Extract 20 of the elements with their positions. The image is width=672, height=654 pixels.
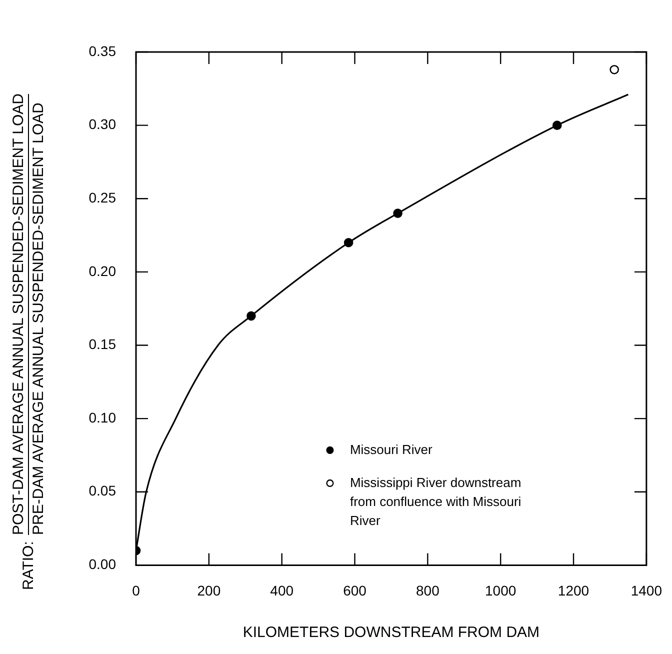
x-tick-label: 0 [132,582,140,598]
legend-label: Missouri River [350,442,433,457]
y-tick-label: 0.10 [88,409,116,426]
y-tick-label: 0.15 [88,336,116,352]
y-tick-label: 0.35 [88,42,116,59]
x-tick-label: 600 [343,582,367,598]
y-tick-label: 0.05 [88,482,116,499]
x-tick-label: 1000 [485,582,516,598]
x-tick-label: 1200 [558,582,590,598]
y-tick-label: 0.30 [88,116,116,132]
y-tick-label: 0.20 [88,262,116,279]
y-axis-title: RATIO: POST-DAM AVERAGE ANNUAL SUSPENDED-SEDIMENT LOAD PRE-DAM AVERAGE ANNUAL SUSPENDED-SEDIMENT LOAD [10,94,47,590]
legend-label: Mississippi River downstream from confluence with Missouri River [350,474,522,528]
y-tick-label: 0.25 [88,189,116,206]
x-tick-label: 200 [197,582,221,598]
x-axis-title: KILOMETERS DOWNSTREAM FROM DAM [242,624,540,642]
y-tick-label: 0.00 [88,556,116,572]
x-tick-label: 1400 [630,582,662,598]
x-tick-label: 800 [416,582,440,598]
x-tick-label: 400 [270,582,294,598]
